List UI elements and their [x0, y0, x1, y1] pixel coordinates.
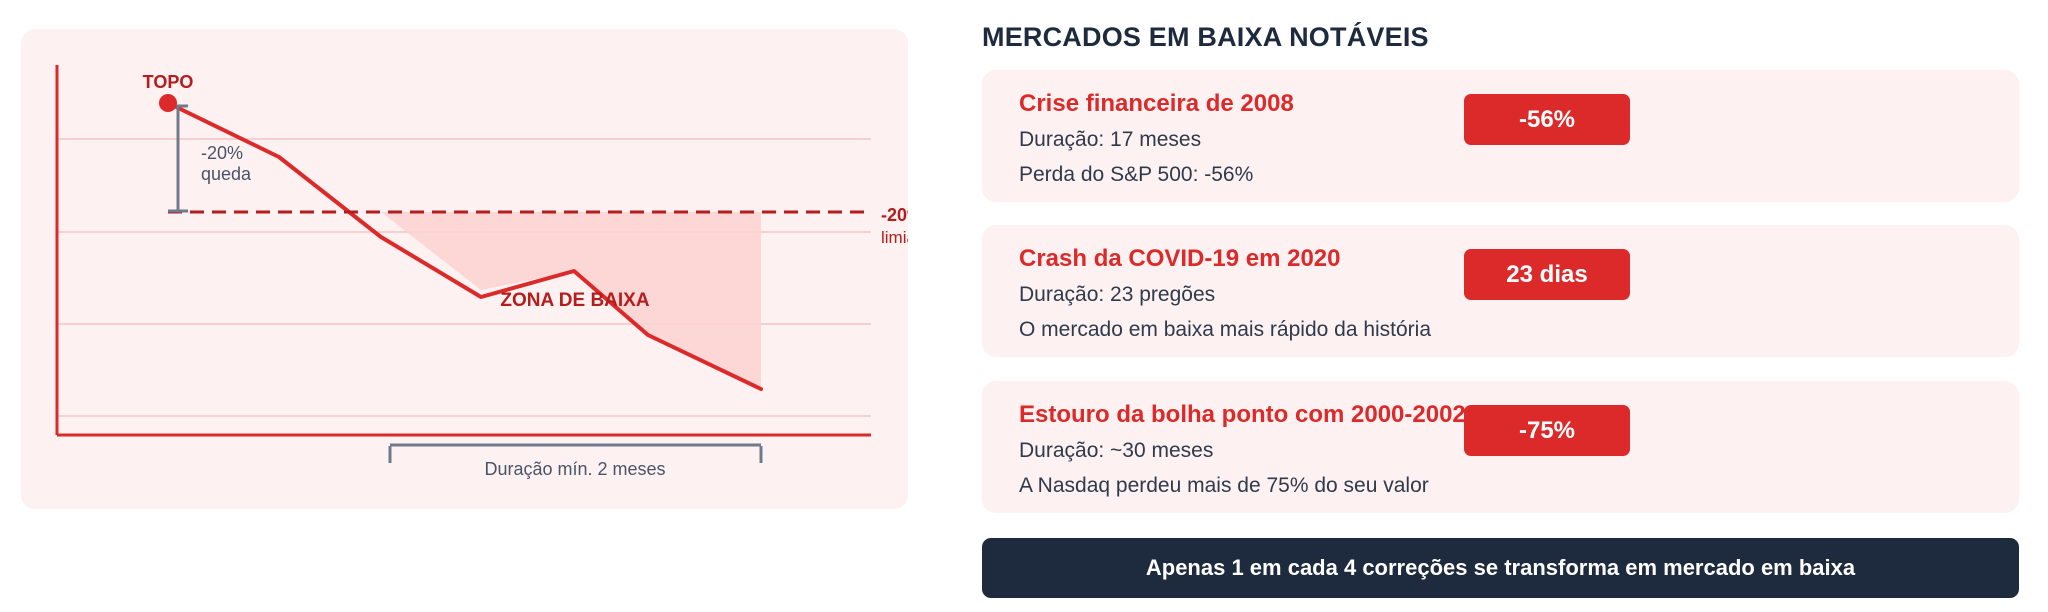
card-detail: Perda do S&P 500: -56% — [1019, 163, 1254, 186]
bear-market-diagram-panel: TOPO -20% queda -20% limiar ZONA DE BAIX… — [21, 29, 908, 509]
card-detail: O mercado em baixa mais rápido da histór… — [1019, 318, 1432, 341]
card-duration: Duração: 17 meses — [1019, 128, 1202, 151]
card-badge: -56% — [1464, 94, 1630, 145]
card-title: Crash da COVID-19 em 2020 — [1019, 245, 1341, 272]
card-duration: Duração: 23 pregões — [1019, 283, 1216, 306]
bear-market-card-dotcom: Estouro da bolha ponto com 2000-2002 Dur… — [982, 381, 2019, 513]
bear-market-diagram: TOPO -20% queda -20% limiar ZONA DE BAIX… — [55, 65, 908, 479]
bear-zone-area — [381, 212, 761, 389]
drop-label-text: queda — [201, 164, 252, 184]
card-title: Estouro da bolha ponto com 2000-2002 — [1019, 401, 1466, 428]
peak-marker — [159, 94, 177, 112]
bear-market-card-2020: Crash da COVID-19 em 2020 Duração: 23 pr… — [982, 225, 2019, 357]
duration-label: Duração mín. 2 meses — [484, 459, 665, 479]
card-title: Crise financeira de 2008 — [1019, 90, 1294, 117]
card-duration: Duração: ~30 meses — [1019, 439, 1214, 462]
footer-banner: Apenas 1 em cada 4 correções se transfor… — [982, 538, 2019, 598]
price-line — [166, 101, 763, 391]
drop-label-value: -20% — [201, 143, 243, 163]
section-title: MERCADOS EM BAIXA NOTÁVEIS — [982, 22, 1429, 52]
threshold-label-text: limiar — [881, 228, 908, 247]
threshold-label-value: -20% — [881, 205, 908, 225]
card-badge: -75% — [1464, 405, 1630, 456]
bear-zone-label: ZONA DE BAIXA — [500, 290, 649, 311]
bear-market-card-2008: Crise financeira de 2008 Duração: 17 mes… — [982, 70, 2019, 202]
card-detail: A Nasdaq perdeu mais de 75% do seu valor — [1019, 474, 1429, 497]
card-badge: 23 dias — [1464, 249, 1630, 300]
peak-label: TOPO — [143, 72, 194, 92]
